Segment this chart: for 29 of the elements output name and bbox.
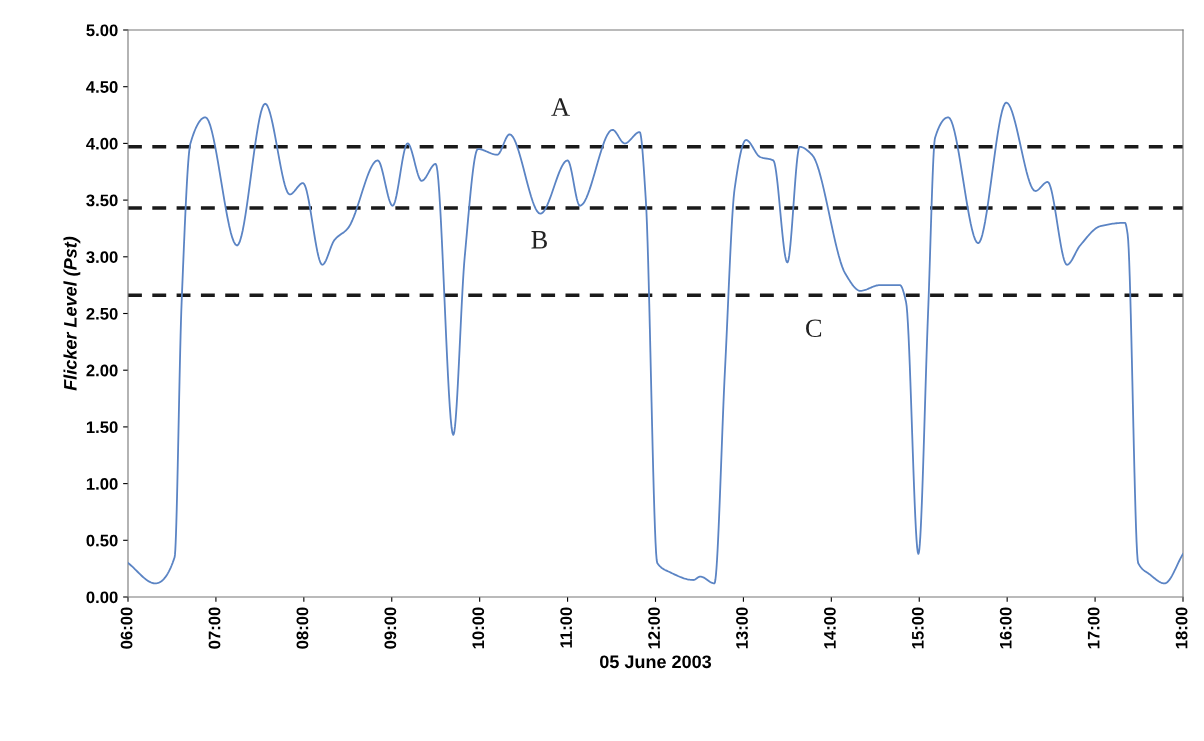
y-tick-label: 1.00 [86, 478, 118, 490]
x-tick-label: 14:00 [824, 607, 836, 649]
y-tick-label: 1.50 [86, 421, 118, 434]
y-tick-label: 2.50 [86, 307, 118, 320]
x-tick-label: 08:00 [296, 607, 309, 649]
y-tick-label: 0.00 [86, 591, 118, 604]
x-axis-title: 05 June 2003 [600, 655, 712, 669]
y-tick-label: 3.50 [86, 194, 118, 207]
ref-line-label: C [806, 319, 822, 338]
y-tick-label: 3.00 [86, 251, 118, 264]
x-tick-label: 06:00 [120, 607, 133, 649]
x-tick-label: 12:00 [648, 607, 660, 649]
x-tick-label: 13:00 [736, 607, 748, 649]
x-tick-label: 16:00 [999, 607, 1012, 649]
x-tick-label: 15:00 [911, 607, 924, 649]
x-tick-label: 10:00 [472, 607, 485, 649]
y-tick-label: 5.00 [86, 24, 118, 37]
y-axis-title: Flicker Level (Pst) [63, 236, 81, 391]
y-tick-label: 2.00 [86, 364, 118, 377]
y-tick-label: 4.00 [86, 137, 118, 150]
x-tick-label: 18:00 [1175, 607, 1188, 649]
ref-line-label: A [551, 98, 570, 116]
x-tick-label: 07:00 [208, 607, 221, 649]
x-tick-label: 11:00 [560, 607, 573, 648]
x-tick-label: 17:00 [1087, 607, 1100, 649]
y-tick-label: 0.50 [86, 534, 118, 547]
y-tick-label: 4.50 [86, 81, 118, 93]
ref-line-label: B [531, 231, 547, 249]
x-tick-label: 09:00 [384, 607, 397, 649]
